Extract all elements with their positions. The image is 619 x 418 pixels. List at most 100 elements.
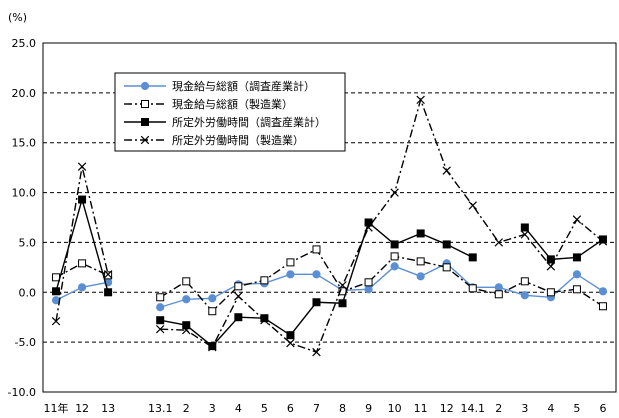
y-tick-label: 0.0 [19, 286, 37, 299]
data-point [520, 277, 529, 286]
x-tick-label: 10 [388, 402, 402, 415]
legend: 現金給与総額（調査産業計） 現金給与総額（製造業） 所定外労働時間（調査産業計） 所定… [114, 72, 346, 152]
x-tick-label: 4 [547, 402, 554, 415]
series-2 [52, 245, 607, 316]
x-tick-label: 12 [75, 402, 89, 415]
data-point [260, 276, 269, 285]
data-point [52, 273, 61, 282]
series-line [55, 262, 109, 278]
data-point [286, 338, 295, 348]
data-point [468, 201, 477, 210]
data-point [520, 223, 529, 232]
data-point [494, 290, 503, 299]
y-axis-ticks: 25.0 20.0 15.0 10.0 5.0 0.0 -5.0 -10.0 [8, 37, 36, 399]
data-point [364, 223, 373, 232]
data-point [208, 307, 217, 316]
data-point [260, 315, 269, 325]
plot-frame [42, 42, 617, 393]
series-line [160, 221, 474, 348]
data-point [103, 270, 113, 279]
data-point [572, 270, 582, 279]
data-point [141, 118, 149, 126]
data-point [104, 288, 113, 297]
series-line [159, 262, 604, 308]
x-tick-label: 3 [521, 402, 528, 415]
legend-label: 現金給与総額（調査産業計） [172, 79, 315, 93]
data-point [51, 316, 61, 326]
data-point [208, 294, 217, 303]
x-tick-label: 13.1 [148, 402, 173, 415]
data-point [572, 253, 581, 262]
data-point [442, 263, 451, 272]
data-point [546, 288, 555, 297]
data-point [155, 324, 165, 334]
data-point [208, 342, 217, 352]
series-line [160, 97, 604, 353]
data-point [338, 299, 347, 308]
data-point [364, 278, 373, 287]
data-point [52, 287, 61, 296]
x-tick-label: 5 [261, 402, 268, 415]
x-tick-label: 2 [183, 402, 190, 415]
y-tick-label: 5.0 [19, 236, 37, 249]
data-point [77, 283, 87, 292]
x-tick-label: 4 [235, 402, 242, 415]
data-point [182, 321, 191, 330]
data-point [208, 342, 217, 351]
data-point [234, 282, 243, 291]
data-point [494, 238, 504, 247]
y-tick-label: -10.0 [8, 386, 36, 399]
data-point [234, 313, 243, 322]
data-point [156, 303, 165, 312]
legend-label: 所定外労働時間（製造業） [172, 133, 304, 147]
data-point [182, 325, 191, 335]
x-axis-ticks: 11年 12 13 13.1 2 3 4 5 6 7 8 9 10 11 12 14.1 2 3 4 5 6 [44, 401, 607, 415]
grid [43, 92, 616, 343]
data-point [572, 215, 582, 224]
series-4 [51, 95, 608, 357]
data-point [312, 245, 321, 254]
y-tick-label: 10.0 [12, 187, 37, 200]
data-point [494, 283, 503, 292]
y-unit-label: (%) [8, 11, 27, 24]
data-point [520, 230, 530, 239]
data-point [416, 95, 425, 105]
x-tick-label: 6 [599, 402, 606, 415]
data-point [468, 284, 477, 293]
data-point [260, 314, 269, 323]
data-point [416, 257, 425, 266]
y-tick-label: 15.0 [12, 137, 37, 150]
data-point [182, 295, 191, 304]
x-tick-label: 3 [209, 402, 216, 415]
x-tick-label: 7 [313, 402, 320, 415]
data-point [520, 291, 529, 300]
series-line [55, 166, 109, 322]
data-point [364, 285, 373, 294]
data-point [286, 258, 295, 267]
data-point [234, 292, 243, 301]
data-point [286, 270, 295, 279]
legend-label: 現金給与総額（製造業） [172, 97, 293, 111]
series-3 [52, 195, 607, 351]
x-tick-label: 5 [573, 402, 580, 415]
data-point [338, 281, 347, 290]
x-tick-label: 12 [440, 402, 454, 415]
data-point [156, 316, 165, 325]
data-point [141, 100, 149, 108]
x-tick-label: 11年 [44, 401, 69, 415]
data-point [390, 240, 399, 249]
data-point [546, 262, 556, 271]
data-point [416, 272, 425, 281]
data-point [598, 302, 607, 311]
data-point [77, 162, 87, 171]
data-point [468, 253, 477, 262]
y-tick-label: 25.0 [12, 37, 37, 50]
data-point [572, 285, 581, 294]
data-point [312, 347, 321, 357]
data-point [182, 277, 191, 286]
data-point [598, 287, 608, 296]
data-point [286, 331, 295, 340]
x-tick-label: 8 [339, 402, 346, 415]
series-line [159, 248, 604, 313]
data-point [442, 240, 451, 249]
